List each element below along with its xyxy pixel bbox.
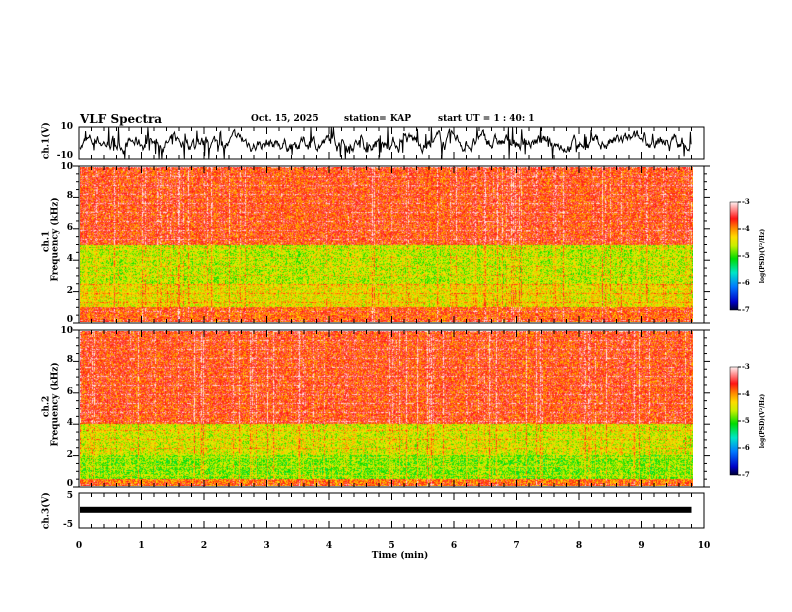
x-tick-label: 2 bbox=[200, 541, 208, 551]
y-tick-label: 0 bbox=[66, 315, 73, 325]
x-tick-label: 6 bbox=[450, 541, 458, 551]
y-tick-label: 5 bbox=[66, 491, 73, 501]
y-tick-label: 2 bbox=[66, 449, 73, 460]
colorbar-tick-label: -6 bbox=[742, 278, 750, 287]
ch1-waveform-line bbox=[79, 127, 692, 159]
colorbar-tick-label: -5 bbox=[742, 416, 750, 425]
ch1-spectrogram-image bbox=[80, 167, 693, 322]
x-tick-label: 9 bbox=[638, 541, 645, 551]
x-tick-label: 5 bbox=[388, 541, 395, 551]
colorbar-tick-label: -3 bbox=[742, 362, 750, 371]
colorbar-tick-label: -6 bbox=[742, 443, 750, 452]
y-tick-label: 6 bbox=[66, 222, 73, 233]
colorbar-tick-label: -4 bbox=[742, 389, 750, 398]
y-tick-label: 4 bbox=[66, 418, 73, 429]
colorbar-tick-label: -4 bbox=[742, 224, 750, 233]
colorbar-tick-label: -5 bbox=[742, 251, 750, 260]
y-tick-label: 6 bbox=[66, 386, 73, 397]
y-tick-label: 2 bbox=[66, 285, 73, 296]
y-tick-label: 8 bbox=[66, 191, 73, 202]
figure-title: VLF Spectra bbox=[80, 112, 163, 126]
colorbar-1 bbox=[730, 202, 738, 310]
colorbar-2 bbox=[730, 367, 738, 475]
colorbar-tick-label: -7 bbox=[742, 470, 750, 479]
colorbar-frame bbox=[729, 366, 739, 476]
panel-frame bbox=[78, 329, 705, 488]
station-label: station= KAP bbox=[344, 114, 412, 124]
y-tick-label: 10 bbox=[60, 162, 73, 172]
x-tick-label: 1 bbox=[138, 541, 145, 551]
y-tick-label: 10 bbox=[60, 122, 73, 132]
y-tick-label: 10 bbox=[60, 326, 73, 336]
y-tick-label: 0 bbox=[66, 479, 73, 489]
x-tick-label: 4 bbox=[325, 541, 333, 551]
ch2-spectrogram-image bbox=[80, 331, 693, 486]
x-axis-label: Time (min) bbox=[371, 551, 429, 561]
colorbar-frame bbox=[729, 201, 739, 311]
y-tick-label: -5 bbox=[63, 520, 73, 530]
colorbar-tick-label: -7 bbox=[742, 305, 750, 314]
x-tick-label: 7 bbox=[513, 541, 520, 551]
y-tick-label: -10 bbox=[56, 151, 73, 161]
x-tick-label: 10 bbox=[697, 541, 711, 551]
x-tick-label: 3 bbox=[263, 541, 270, 551]
y-tick-label: 8 bbox=[66, 355, 73, 366]
ch3-waveform-line bbox=[80, 506, 692, 513]
y-tick-label: 4 bbox=[66, 254, 73, 265]
x-tick-label: 8 bbox=[575, 541, 583, 551]
colorbar-tick-label: -3 bbox=[742, 197, 750, 206]
x-tick-label: 0 bbox=[75, 541, 83, 551]
panel-frame bbox=[78, 165, 705, 324]
date-label: Oct. 15, 2025 bbox=[251, 114, 319, 124]
start-time-label: start UT = 1 : 40: 1 bbox=[438, 114, 535, 124]
